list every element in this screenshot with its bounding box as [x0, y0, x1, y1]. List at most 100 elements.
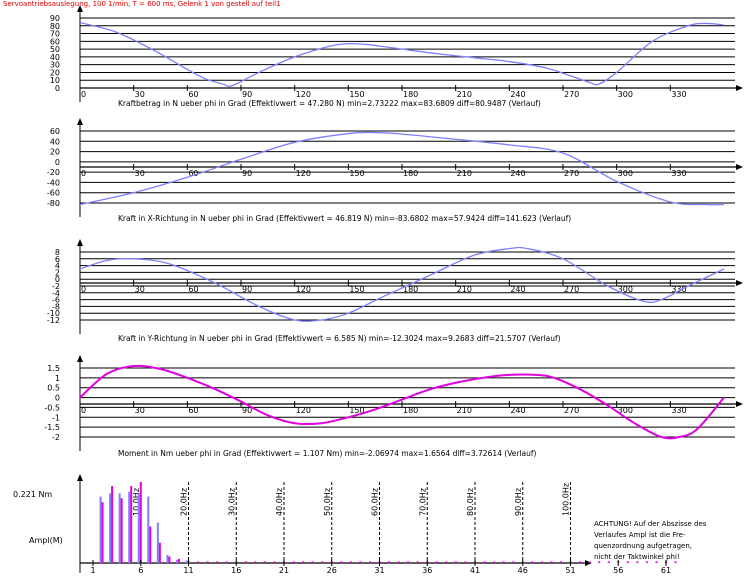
spectrum-bar-blue — [128, 491, 131, 563]
x-tick-label: 210 — [457, 285, 472, 294]
chart-caption: Kraft in Y-Richtung in N ueber phi in Gr… — [118, 334, 561, 343]
spectrum-bar-magenta — [588, 561, 591, 563]
frequency-label: 80.0Hz — [466, 488, 475, 516]
frequency-label: 40.0Hz — [275, 488, 284, 516]
y-tick-label: 0.5 — [47, 384, 60, 393]
x-tick-label: 330 — [671, 406, 686, 415]
bar-x-tick-label: 26 — [327, 566, 337, 575]
spectrum-bar-magenta — [225, 561, 228, 563]
spectrum-bar-magenta — [149, 526, 152, 563]
frequency-note: ACHTUNG! Auf der Abszisse des Verlaufes … — [594, 519, 754, 563]
spectrum-bar-magenta — [130, 486, 133, 563]
x-tick-label: 270 — [564, 406, 579, 415]
y-tick-label: -10 — [47, 309, 60, 318]
y-tick-label: -2 — [52, 282, 60, 291]
spectrum-bar-blue — [118, 493, 121, 563]
x-tick-label: 270 — [564, 90, 579, 99]
y-tick-label: 8 — [55, 248, 60, 257]
x-tick-label: 210 — [457, 90, 472, 99]
y-tick-label: -80 — [47, 199, 60, 208]
bar-x-tick-label: 51 — [565, 566, 575, 575]
spectrum-bar-magenta — [626, 561, 629, 563]
spectrum-bar-magenta — [302, 561, 305, 563]
y-tick-label: -4 — [52, 289, 60, 298]
spectrum-bar-magenta — [273, 561, 276, 563]
x-tick-label: 90 — [242, 169, 252, 178]
y-tick-label: 30 — [50, 61, 60, 70]
y-tick-label: 10 — [50, 76, 60, 85]
spectrum-bar-magenta — [139, 482, 142, 563]
x-tick-label: 120 — [296, 406, 311, 415]
x-tick-label: 120 — [296, 285, 311, 294]
series-line-2 — [79, 131, 725, 206]
note-line-4: nicht der Taktwinkel phi! — [594, 553, 680, 561]
frequency-label: 60.0Hz — [371, 488, 380, 516]
x-tick-label: 0 — [81, 169, 86, 178]
x-axis-arrow — [736, 164, 743, 170]
spectrum-bar-magenta — [120, 498, 123, 563]
y-axis-arrow — [77, 118, 83, 125]
y-tick-label: 60 — [50, 127, 60, 136]
x-tick-label: 180 — [403, 90, 418, 99]
bar-x-tick-label: 21 — [279, 566, 289, 575]
spectrum-bar-magenta — [340, 561, 343, 563]
spectrum-bar-magenta — [502, 561, 505, 563]
y-tick-label: 40 — [50, 137, 60, 146]
amplitude-axis-label: Ampl(M) — [29, 536, 63, 545]
x-tick-label: 150 — [349, 285, 364, 294]
x-tick-label: 90 — [242, 90, 252, 99]
spectrum-bar-blue — [156, 522, 159, 563]
y-tick-label: 70 — [50, 30, 60, 39]
y-tick-label: -20 — [47, 168, 60, 177]
spectrum-bar-magenta — [397, 561, 400, 563]
spectrum-bar-magenta — [368, 561, 371, 563]
spectrum-bar-magenta — [321, 561, 324, 563]
x-tick-label: 30 — [135, 90, 145, 99]
x-tick-label: 120 — [296, 90, 311, 99]
x-tick-label: 60 — [188, 90, 198, 99]
series-line-4 — [79, 364, 725, 440]
spectrum-bar-magenta — [168, 556, 171, 563]
x-tick-label: 300 — [618, 406, 633, 415]
y-tick-label: -1.5 — [44, 423, 60, 432]
spectrum-bar-magenta — [244, 561, 247, 563]
spectrum-bar-blue — [166, 554, 169, 563]
spectrum-bar-magenta — [579, 561, 582, 563]
y-tick-label: -0.5 — [44, 403, 60, 412]
spectrum-bar-magenta — [550, 561, 553, 563]
note-line-1: ACHTUNG! Auf der Abszisse des — [594, 520, 707, 528]
x-tick-label: 60 — [188, 285, 198, 294]
y-tick-label: 50 — [50, 45, 60, 54]
y-axis-arrow — [77, 239, 83, 246]
x-tick-label: 300 — [618, 90, 633, 99]
spectrum-bar-magenta — [493, 561, 496, 563]
chart-caption: Kraftbetrag in N ueber phi in Grad (Effe… — [118, 99, 541, 108]
x-tick-label: 0 — [81, 285, 86, 294]
x-tick-label: 240 — [510, 169, 525, 178]
chart-header: Servoantriebsauslegung, 100 1/min, T = 6… — [3, 0, 281, 8]
bar-x-tick-label: 31 — [374, 566, 384, 575]
bar-x-tick-label: 1 — [90, 566, 95, 575]
y-tick-label: 40 — [50, 53, 60, 62]
y-tick-label: -6 — [52, 296, 60, 305]
x-tick-label: 180 — [403, 285, 418, 294]
spectrum-bar-magenta — [674, 561, 677, 563]
bar-x-tick-label: 16 — [231, 566, 241, 575]
spectrum-bar-blue — [175, 559, 178, 563]
x-tick-label: 330 — [671, 169, 686, 178]
x-axis-arrow — [736, 85, 743, 91]
spectrum-bar-magenta — [292, 561, 295, 563]
frequency-label: 90.0Hz — [514, 488, 523, 516]
x-tick-label: 180 — [403, 406, 418, 415]
frequency-label: 70.0Hz — [418, 488, 427, 516]
spectrum-bar-blue — [147, 496, 150, 563]
frequency-label: 50.0Hz — [323, 488, 332, 516]
spectrum-bar-magenta — [483, 561, 486, 563]
bar-x-tick-label: 11 — [183, 566, 193, 575]
x-tick-label: 60 — [188, 169, 198, 178]
x-tick-label: 0 — [81, 406, 86, 415]
bar-x-tick-label: 56 — [613, 566, 623, 575]
y-tick-label: 1 — [55, 374, 60, 383]
spectrum-bar-magenta — [645, 561, 648, 563]
